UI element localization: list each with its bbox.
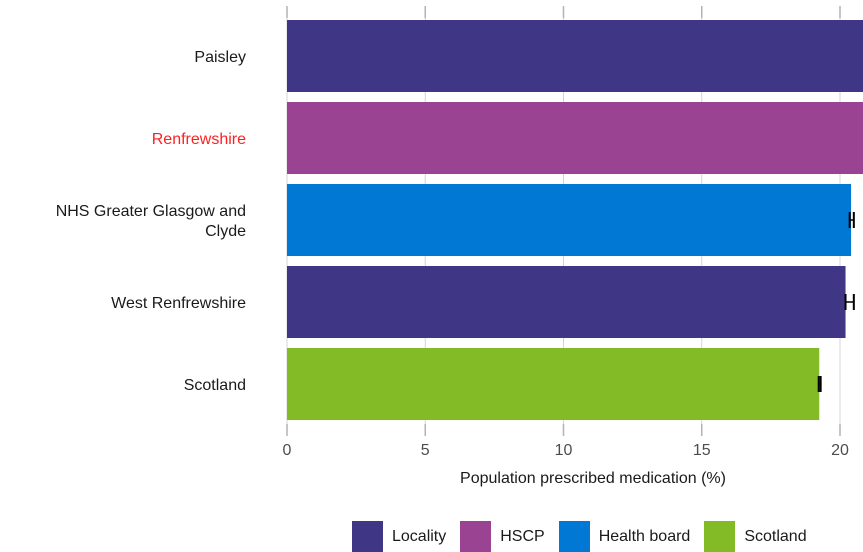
y-axis-labels: Paisley Renfrewshire NHS Greater Glasgow a… xyxy=(56,49,246,394)
y-category-label: Paisley xyxy=(194,49,246,66)
bar xyxy=(287,348,820,420)
bar xyxy=(287,20,863,92)
y-category-label: Renfrewshire xyxy=(152,131,246,148)
legend-item-health-board: Health board xyxy=(558,521,691,552)
legend-item-locality: Locality xyxy=(352,521,446,552)
legend-label: HSCP xyxy=(500,527,545,545)
legend-label: Locality xyxy=(392,527,447,545)
legend-swatch xyxy=(704,521,736,552)
y-category-label: Scotland xyxy=(184,377,246,394)
x-axis-ticks: 0 5 10 15 20 xyxy=(283,442,849,459)
error-bars xyxy=(817,212,855,392)
bar xyxy=(287,184,852,256)
x-tick-label: 0 xyxy=(283,442,292,459)
x-axis-title: Population prescribed medication (%) xyxy=(460,470,726,487)
legend-item-scotland: Scotland xyxy=(704,521,807,552)
legend-swatch xyxy=(558,521,590,552)
bar-chart: Paisley Renfrewshire NHS Greater Glasgow a… xyxy=(56,6,863,487)
x-tick-label: 5 xyxy=(421,442,430,459)
x-tick-label: 10 xyxy=(555,442,573,459)
bars xyxy=(287,20,863,420)
legend-item-hscp: HSCP xyxy=(460,521,545,552)
bar xyxy=(287,102,863,174)
legend-swatch xyxy=(352,521,383,552)
legend-label: Health board xyxy=(598,527,691,545)
x-tick-label: 20 xyxy=(831,442,849,459)
bar xyxy=(287,266,846,338)
x-tick-label: 15 xyxy=(693,442,711,459)
y-category-label: NHS Greater Glasgow and Clyde xyxy=(56,203,246,240)
y-category-label: West Renfrewshire xyxy=(111,295,246,312)
legend-label: Scotland xyxy=(744,527,807,545)
legend-swatch xyxy=(460,521,492,552)
legend: Locality HSCP Health board Scotland xyxy=(352,521,807,552)
